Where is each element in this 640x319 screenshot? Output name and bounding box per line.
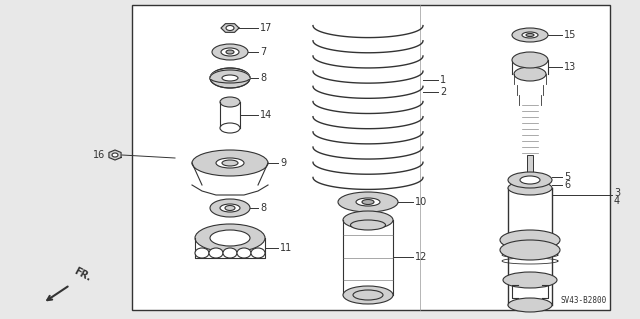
Text: 17: 17 (260, 23, 273, 33)
Ellipse shape (508, 172, 552, 188)
Ellipse shape (500, 240, 560, 260)
Bar (220, 102, 240, 128)
Polygon shape (192, 163, 268, 195)
Ellipse shape (503, 272, 557, 288)
Text: 8: 8 (260, 203, 266, 213)
Text: 14: 14 (260, 110, 272, 120)
Ellipse shape (520, 176, 540, 184)
Ellipse shape (220, 97, 240, 107)
Ellipse shape (351, 220, 385, 230)
Text: SV43-B2800: SV43-B2800 (561, 296, 607, 305)
Polygon shape (109, 150, 121, 160)
Ellipse shape (216, 158, 244, 168)
Ellipse shape (192, 150, 268, 176)
Bar (343, 220, 393, 295)
Text: 5: 5 (564, 172, 570, 182)
Ellipse shape (512, 52, 548, 68)
Text: 4: 4 (614, 196, 620, 206)
Ellipse shape (526, 33, 534, 36)
Ellipse shape (195, 224, 265, 252)
Text: 13: 13 (564, 62, 576, 72)
Text: 11: 11 (280, 243, 292, 253)
Ellipse shape (220, 123, 240, 133)
Ellipse shape (508, 181, 552, 195)
Polygon shape (210, 70, 250, 78)
Polygon shape (221, 24, 239, 32)
Ellipse shape (210, 199, 250, 217)
Ellipse shape (522, 32, 538, 38)
Ellipse shape (508, 298, 552, 312)
Text: 2: 2 (440, 87, 446, 97)
Text: 6: 6 (564, 180, 570, 190)
Ellipse shape (343, 211, 393, 229)
Ellipse shape (343, 286, 393, 304)
Ellipse shape (220, 204, 240, 212)
Ellipse shape (212, 44, 248, 60)
Ellipse shape (226, 26, 234, 31)
Polygon shape (195, 238, 265, 258)
Text: 7: 7 (260, 47, 266, 57)
Bar (508, 188, 552, 305)
Ellipse shape (514, 67, 546, 81)
Ellipse shape (226, 50, 234, 54)
Ellipse shape (517, 80, 543, 90)
Text: 10: 10 (415, 197, 428, 207)
Ellipse shape (519, 91, 541, 99)
Text: 9: 9 (280, 158, 286, 168)
Ellipse shape (251, 248, 265, 258)
Ellipse shape (195, 248, 209, 258)
Ellipse shape (222, 75, 238, 81)
Text: 8: 8 (260, 73, 266, 83)
Ellipse shape (209, 248, 223, 258)
Ellipse shape (237, 248, 251, 258)
Ellipse shape (112, 153, 118, 157)
Ellipse shape (353, 290, 383, 300)
Text: 1: 1 (440, 75, 446, 85)
Bar (527, 155, 533, 175)
Bar (132, 5, 610, 310)
Ellipse shape (338, 192, 398, 212)
Ellipse shape (225, 205, 235, 211)
Text: 15: 15 (564, 30, 577, 40)
Text: FR.: FR. (72, 266, 93, 283)
Ellipse shape (210, 68, 250, 88)
Ellipse shape (362, 199, 374, 204)
Text: 16: 16 (93, 150, 105, 160)
Ellipse shape (210, 230, 250, 246)
Ellipse shape (512, 28, 548, 42)
Ellipse shape (500, 230, 560, 250)
Ellipse shape (356, 198, 380, 206)
Ellipse shape (222, 160, 238, 166)
Ellipse shape (221, 48, 239, 56)
Text: 12: 12 (415, 252, 428, 262)
Ellipse shape (223, 248, 237, 258)
Ellipse shape (210, 73, 250, 83)
Text: 3: 3 (614, 188, 620, 198)
